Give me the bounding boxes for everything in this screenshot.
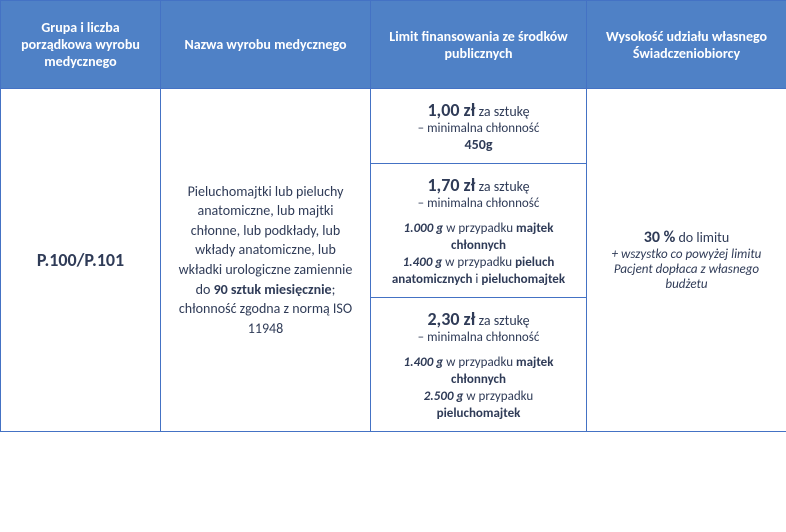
min-label-1: – minimalna chłonność	[383, 196, 574, 211]
header-share: Wysokość udziału własnego Świadczeniobio…	[587, 1, 786, 89]
cell-code: P.100/P.101	[1, 89, 161, 432]
table-row: P.100/P.101 Pieluchomajtki lub pieluchy …	[1, 89, 786, 164]
min-label-0: – minimalna chłonność	[383, 121, 574, 136]
cell-description: Pieluchomajtki lub pieluchy anatomiczne,…	[161, 89, 371, 432]
header-name: Nazwa wyrobu medycznego	[161, 1, 371, 89]
price-unit-1: za sztukę	[475, 178, 529, 195]
share-tail: do limitu	[675, 229, 729, 246]
product-code: P.100/P.101	[37, 249, 124, 271]
p-2-1: pieluchomajtek	[437, 406, 521, 421]
t-1-0: w przypadku	[443, 221, 516, 236]
share-pct: 30 %	[644, 228, 676, 247]
weight-0: 450g	[383, 136, 574, 153]
w-1-1: 1.400 g	[403, 255, 443, 270]
price-2: 2,30 zł	[427, 308, 475, 330]
w-2-0: 1.400 g	[404, 355, 444, 370]
price-0: 1,00 zł	[427, 99, 475, 121]
price-unit-0: za sztukę	[475, 103, 529, 120]
reimbursement-table: Grupa i liczba porządkowa wyrobu medyczn…	[0, 0, 786, 432]
p-1-1b: pieluchomajtek	[481, 272, 565, 287]
header-limit: Limit finansowania ze środków publicznyc…	[371, 1, 587, 89]
w-2-1: 2.500 g	[424, 389, 464, 404]
cell-limit-1: 1,70 zł za sztukę – minimalna chłonność …	[371, 164, 587, 298]
desc-qty: 90 sztuk miesięcznie	[214, 281, 332, 298]
share-note: + wszystko co powyżej limitu Pacjent dop…	[599, 247, 774, 292]
header-group: Grupa i liczba porządkowa wyrobu medyczn…	[1, 1, 161, 89]
cell-limit-2: 2,30 zł za sztukę – minimalna chłonność …	[371, 298, 587, 432]
price-1: 1,70 zł	[427, 174, 475, 196]
price-unit-2: za sztukę	[475, 312, 529, 329]
t-2-0: w przypadku	[443, 355, 516, 370]
min-label-2: – minimalna chłonność	[383, 330, 574, 345]
cell-limit-0: 1,00 zł za sztukę – minimalna chłonność …	[371, 89, 587, 164]
header-row: Grupa i liczba porządkowa wyrobu medyczn…	[1, 1, 786, 89]
t-2-1: w przypadku	[463, 389, 533, 404]
w-1-0: 1.000 g	[404, 221, 444, 236]
t-1-1: w przypadku	[442, 255, 515, 270]
cell-share: 30 % do limitu + wszystko co powyżej lim…	[587, 89, 786, 432]
